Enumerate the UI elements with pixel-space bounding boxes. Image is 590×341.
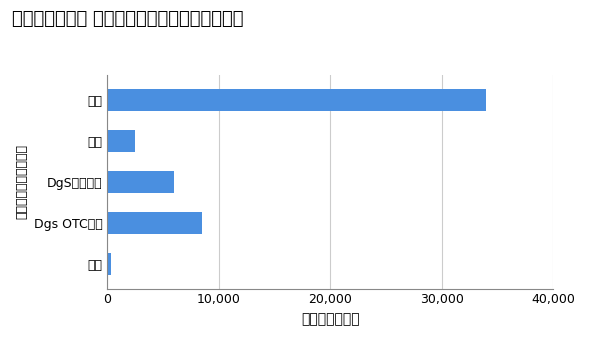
Bar <box>107 170 174 193</box>
Y-axis label: 業種（調剤薬局あり）: 業種（調剤薬局あり） <box>15 145 28 219</box>
X-axis label: マイナビ薬剤師: マイナビ薬剤師 <box>301 312 359 326</box>
Bar <box>107 89 486 111</box>
Bar <box>107 130 135 152</box>
Text: マイナビ薬剤師 業種別求人数（調剤薬局あり）: マイナビ薬剤師 業種別求人数（調剤薬局あり） <box>12 10 243 28</box>
Bar <box>107 212 202 234</box>
Bar <box>107 253 110 275</box>
